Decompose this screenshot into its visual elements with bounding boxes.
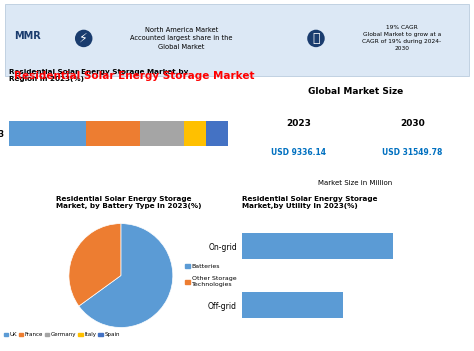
Wedge shape (69, 224, 121, 306)
Bar (242, 292, 343, 318)
Bar (206, 121, 228, 146)
Text: MMR: MMR (15, 31, 41, 41)
Text: Global Market Size: Global Market Size (308, 87, 403, 96)
Text: North America Market
Accounted largest share in the
Global Market: North America Market Accounted largest s… (130, 27, 233, 50)
Bar (86, 121, 140, 146)
Legend: UK, France, Germany, Italy, Spain: UK, France, Germany, Italy, Spain (1, 330, 122, 339)
Bar (242, 233, 393, 259)
Text: 2023: 2023 (286, 119, 311, 128)
Text: USD 31549.78: USD 31549.78 (382, 148, 443, 157)
Text: Market Size in Million: Market Size in Million (319, 180, 392, 186)
Bar (9, 121, 86, 146)
Legend: Batteries, Other Storage
Technologies: Batteries, Other Storage Technologies (182, 261, 239, 290)
Bar (140, 121, 184, 146)
Text: ⚡: ⚡ (79, 32, 88, 45)
Text: 🔥: 🔥 (312, 32, 320, 45)
Wedge shape (79, 224, 173, 327)
Bar (184, 121, 206, 146)
Text: Residential Solar Energy Storage
Market,by Utility In 2023(%): Residential Solar Energy Storage Market,… (242, 196, 377, 209)
Text: Residential Solar Energy Storage
Market, by Battery Type In 2023(%): Residential Solar Energy Storage Market,… (56, 196, 201, 209)
Text: 2030: 2030 (400, 119, 425, 128)
FancyBboxPatch shape (5, 4, 469, 76)
Text: USD 9336.14: USD 9336.14 (271, 148, 326, 157)
Text: Residential Solar Energy Storage Market,by
Region in 2023(%): Residential Solar Energy Storage Market,… (9, 69, 189, 82)
Text: Residential Solar Energy Storage Market: Residential Solar Energy Storage Market (14, 71, 255, 81)
Text: 19% CAGR
Global Market to grow at a
CAGR of 19% during 2024-
2030: 19% CAGR Global Market to grow at a CAGR… (362, 25, 441, 52)
